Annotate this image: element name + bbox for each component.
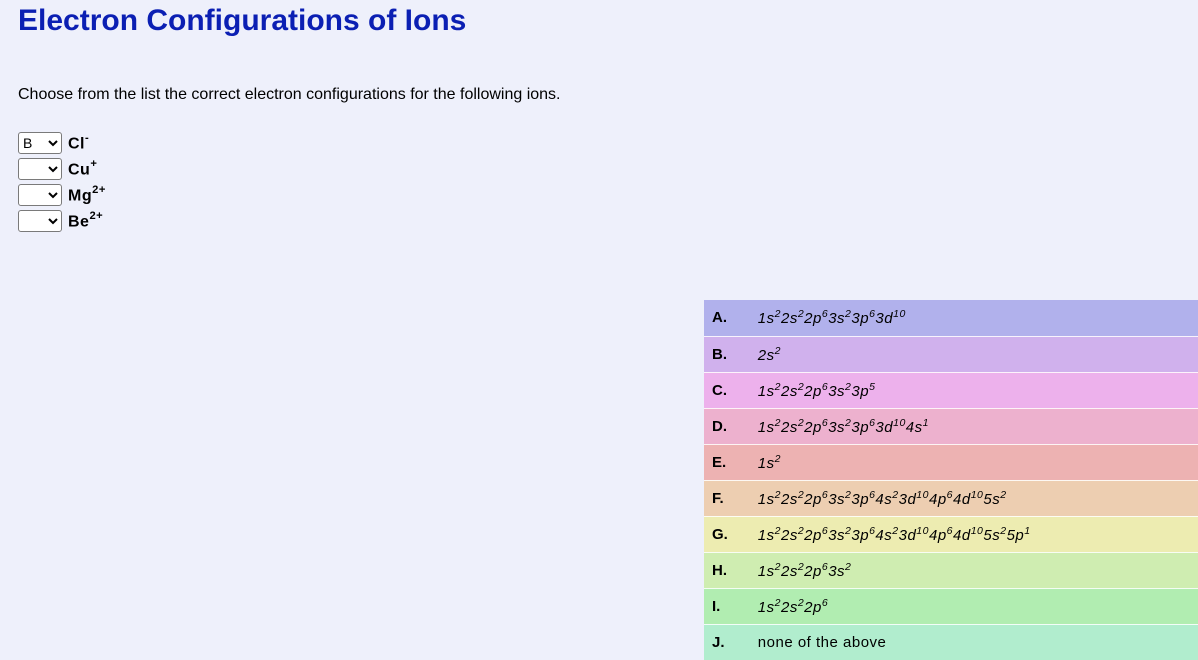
ion-answer-select[interactable]: ABCDEFGHIJ <box>18 184 62 206</box>
ion-label: Be2+ <box>68 211 103 231</box>
answer-config: 1s22s22p63s23p64s23d104p64d105s2 <box>752 480 1198 516</box>
answer-row: D.1s22s22p63s23p63d104s1 <box>704 408 1198 444</box>
answer-row: A.1s22s22p63s23p63d10 <box>704 300 1198 336</box>
answer-letter: A. <box>704 300 752 336</box>
answer-config: 1s22s22p63s23p5 <box>752 372 1198 408</box>
answer-config: 1s22s22p63s23p64s23d104p64d105s25p1 <box>752 516 1198 552</box>
ion-label: Cl- <box>68 133 89 153</box>
answer-row: J.none of the above <box>704 624 1198 660</box>
answer-row: G.1s22s22p63s23p64s23d104p64d105s25p1 <box>704 516 1198 552</box>
answer-row: B.2s2 <box>704 336 1198 372</box>
question-prompt: Choose from the list the correct electro… <box>18 86 1180 104</box>
answer-config: 1s22s22p63s23p63d104s1 <box>752 408 1198 444</box>
answer-row: F.1s22s22p63s23p64s23d104p64d105s2 <box>704 480 1198 516</box>
answer-row: H.1s22s22p63s2 <box>704 552 1198 588</box>
answer-key-body: A.1s22s22p63s23p63d10B.2s2C.1s22s22p63s2… <box>704 300 1198 660</box>
answer-letter: D. <box>704 408 752 444</box>
ion-list: ABCDEFGHIJ Cl- ABCDEFGHIJ Cu+ ABCDEFGHIJ Mg2+… <box>18 132 1180 232</box>
answer-key-table: A.1s22s22p63s23p63d10B.2s2C.1s22s22p63s2… <box>704 300 1198 660</box>
ion-answer-select[interactable]: ABCDEFGHIJ <box>18 158 62 180</box>
answer-config: 1s22s22p6 <box>752 588 1198 624</box>
answer-letter: C. <box>704 372 752 408</box>
answer-letter: F. <box>704 480 752 516</box>
answer-row: E.1s2 <box>704 444 1198 480</box>
ion-answer-select[interactable]: ABCDEFGHIJ <box>18 210 62 232</box>
answer-letter: E. <box>704 444 752 480</box>
ion-row: ABCDEFGHIJ Mg2+ <box>18 184 1180 206</box>
ion-row: ABCDEFGHIJ Cu+ <box>18 158 1180 180</box>
page-title: Electron Configurations of Ions <box>18 0 1180 38</box>
answer-config: none of the above <box>752 624 1198 660</box>
ion-row: ABCDEFGHIJ Cl- <box>18 132 1180 154</box>
answer-config: 1s2 <box>752 444 1198 480</box>
answer-letter: H. <box>704 552 752 588</box>
ion-label: Mg2+ <box>68 185 106 205</box>
ion-label: Cu+ <box>68 159 97 179</box>
answer-row: I.1s22s22p6 <box>704 588 1198 624</box>
answer-letter: G. <box>704 516 752 552</box>
ion-row: ABCDEFGHIJ Be2+ <box>18 210 1180 232</box>
answer-config: 2s2 <box>752 336 1198 372</box>
answer-row: C.1s22s22p63s23p5 <box>704 372 1198 408</box>
ion-answer-select[interactable]: ABCDEFGHIJ <box>18 132 62 154</box>
answer-letter: B. <box>704 336 752 372</box>
answer-config: 1s22s22p63s23p63d10 <box>752 300 1198 336</box>
answer-letter: J. <box>704 624 752 660</box>
answer-config: 1s22s22p63s2 <box>752 552 1198 588</box>
answer-letter: I. <box>704 588 752 624</box>
